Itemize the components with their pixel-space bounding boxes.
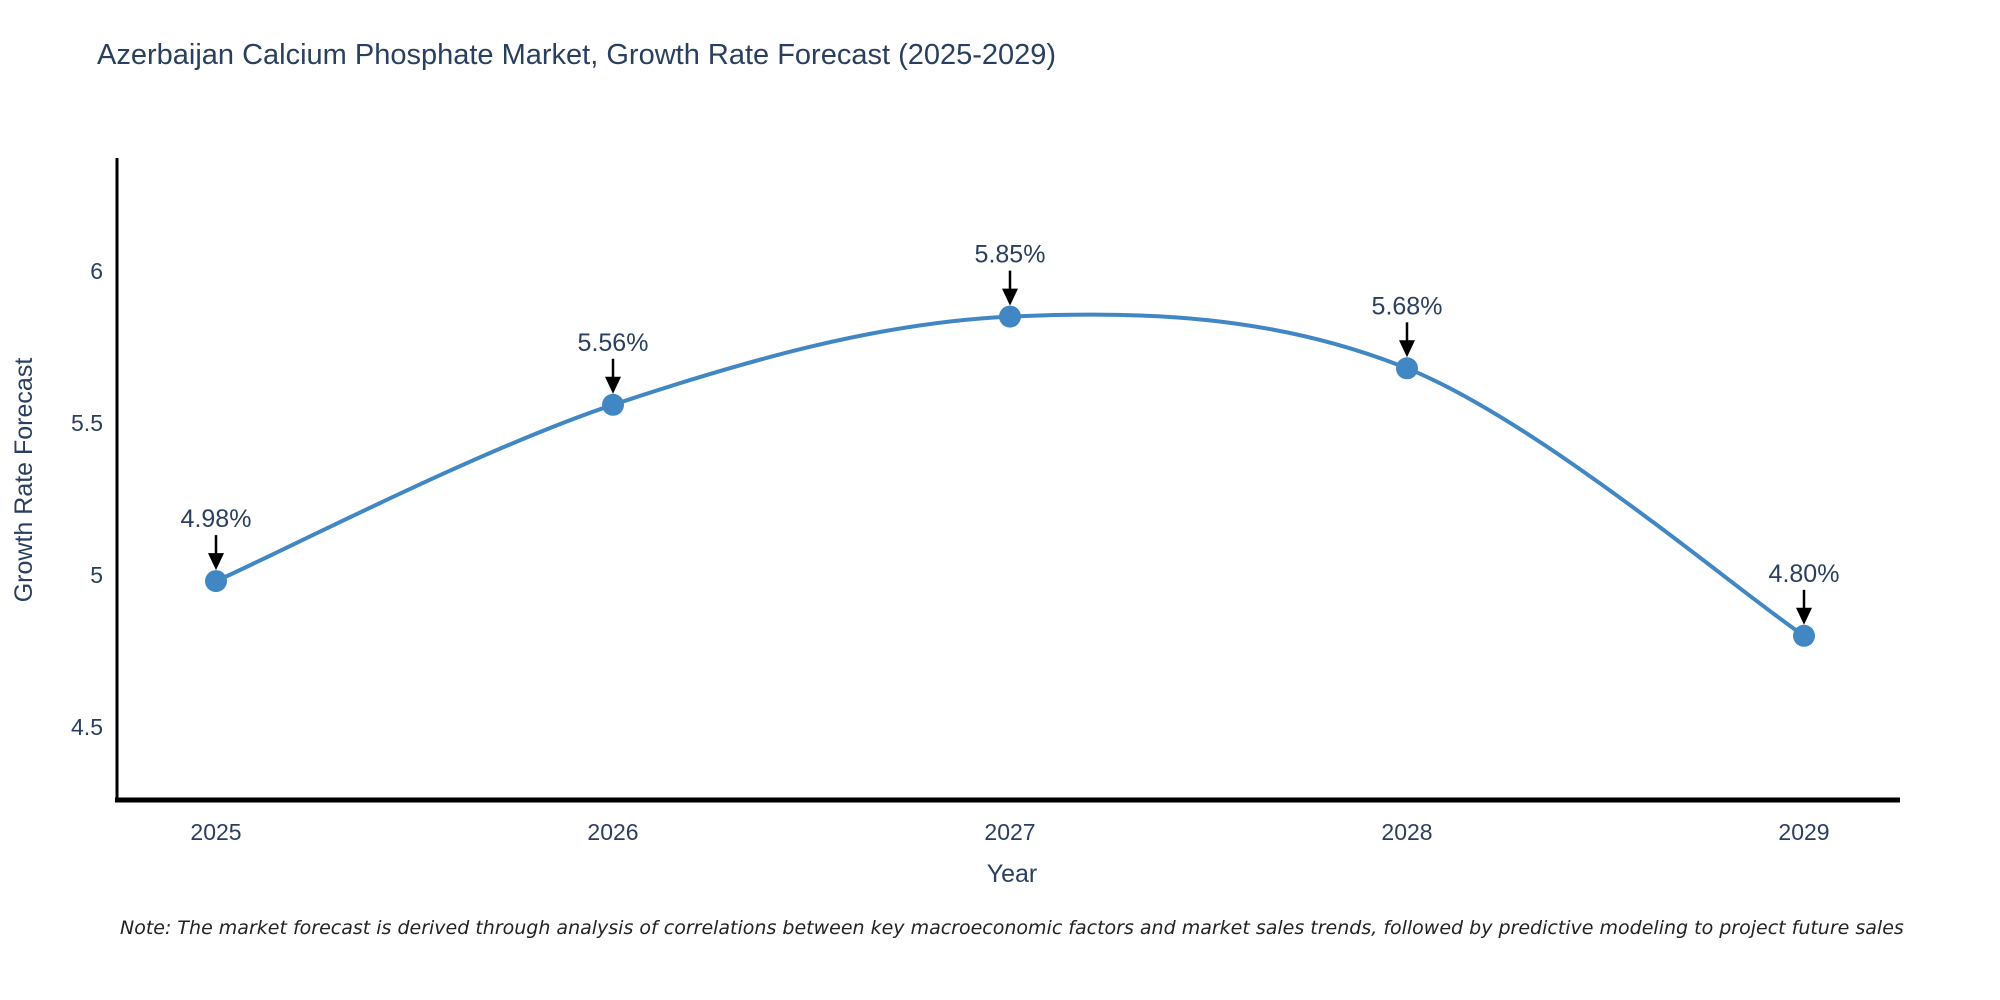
data-label: 5.68%: [1372, 292, 1443, 320]
y-tick-label: 4.5: [71, 714, 103, 740]
data-label: 4.98%: [181, 505, 252, 533]
annotation-arrowhead: [605, 376, 621, 394]
data-point-marker[interactable]: [205, 570, 227, 593]
footnote: Note: The market forecast is derived thr…: [120, 917, 1904, 939]
data-label: 4.80%: [1769, 560, 1840, 588]
trace-line: [214, 312, 1806, 638]
data-point-marker[interactable]: [602, 393, 624, 416]
x-tick-label: 2025: [190, 819, 241, 845]
chart-title: Azerbaijan Calcium Phosphate Market, Gro…: [97, 39, 1057, 71]
y-tick-label: 6: [90, 258, 103, 284]
data-label: 5.56%: [578, 329, 649, 357]
annotation-arrowhead: [1796, 607, 1812, 625]
data-point-marker[interactable]: [999, 305, 1021, 328]
x-axis-title: Year: [987, 860, 1038, 888]
annotation-arrowhead: [208, 553, 224, 571]
y-tick-label: 5.5: [71, 410, 103, 436]
y-axis-title: Growth Rate Forecast: [10, 358, 38, 603]
annotation-arrowhead: [1399, 340, 1415, 358]
y-tick-label: 5: [90, 562, 103, 588]
data-point-marker[interactable]: [1793, 624, 1815, 647]
x-tick-label: 2026: [587, 819, 638, 845]
x-tick-label: 2028: [1381, 819, 1432, 845]
x-tick-label: 2027: [984, 819, 1035, 845]
x-tick-label: 2029: [1778, 819, 1829, 845]
annotation-arrowhead: [1002, 288, 1018, 306]
data-point-marker[interactable]: [1396, 357, 1418, 380]
data-label: 5.85%: [975, 241, 1046, 269]
